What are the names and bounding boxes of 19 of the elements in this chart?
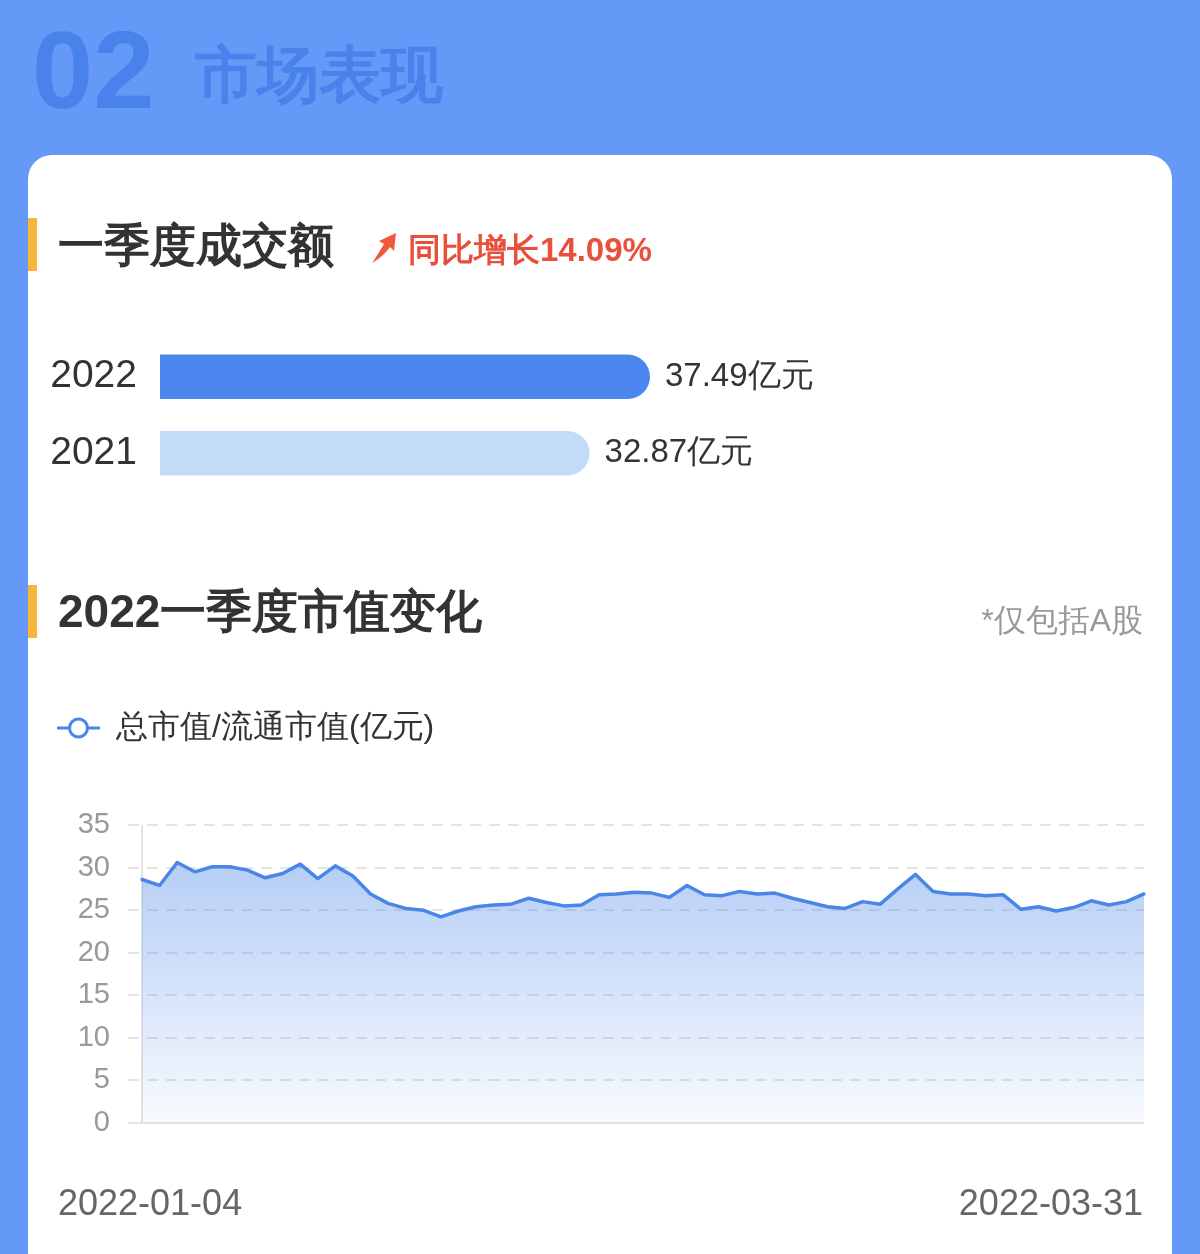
y-tick-label: 30 bbox=[77, 849, 110, 882]
y-tick-label: 5 bbox=[93, 1062, 110, 1095]
data-label: 32.87亿元 bbox=[604, 432, 754, 470]
y-tick-label: 2022 bbox=[50, 352, 137, 396]
chart-title: 2022一季度市值变化 bbox=[58, 584, 483, 639]
text: 同比增长14.09% bbox=[408, 229, 652, 270]
y-tick-label: 15 bbox=[77, 977, 110, 1010]
y-tick-label: 2021 bbox=[50, 429, 137, 473]
y-tick-label: 35 bbox=[77, 807, 110, 839]
text: 2022-01-04 bbox=[58, 1180, 243, 1225]
y-tick-label: 25 bbox=[77, 892, 110, 925]
y-tick-label: 0 bbox=[93, 1105, 110, 1137]
y-tick-label: 10 bbox=[77, 1019, 110, 1052]
y-tick-label: 20 bbox=[77, 934, 110, 967]
text: *仅包括A股 bbox=[981, 601, 1143, 640]
legend-label: 总市值/流通市值(亿元) bbox=[115, 707, 435, 744]
chart-title: 一季度成交额 bbox=[58, 218, 334, 273]
data-label: 37.49亿元 bbox=[665, 355, 814, 393]
text: 2022-03-31 bbox=[958, 1180, 1143, 1225]
